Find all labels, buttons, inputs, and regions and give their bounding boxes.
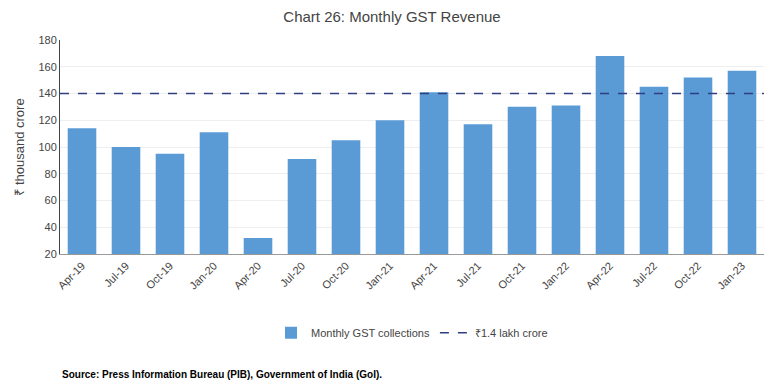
svg-text:Jan-22: Jan-22 — [539, 260, 571, 292]
svg-text:Source: Press Information Bure: Source: Press Information Bureau (PIB), … — [62, 369, 382, 380]
svg-text:Apr-19: Apr-19 — [55, 260, 87, 292]
svg-text:Jul-22: Jul-22 — [630, 260, 660, 290]
svg-text:Apr-20: Apr-20 — [231, 260, 263, 292]
svg-text:80: 80 — [45, 168, 57, 180]
svg-text:₹ thousand crore: ₹ thousand crore — [12, 98, 27, 195]
svg-text:100: 100 — [38, 141, 56, 153]
svg-text:20: 20 — [45, 248, 57, 260]
svg-text:Oct-20: Oct-20 — [319, 260, 351, 292]
svg-text:180: 180 — [38, 34, 56, 46]
svg-text:Jul-19: Jul-19 — [102, 260, 132, 290]
svg-text:Jul-20: Jul-20 — [278, 260, 308, 290]
svg-text:40: 40 — [45, 221, 57, 233]
svg-text:Jul-21: Jul-21 — [454, 260, 484, 290]
svg-text:Jan-20: Jan-20 — [187, 260, 219, 292]
svg-text:120: 120 — [38, 114, 56, 126]
svg-text:Chart 26: Monthly GST Revenue: Chart 26: Monthly GST Revenue — [283, 8, 500, 25]
svg-text:160: 160 — [38, 61, 56, 73]
svg-text:Jan-23: Jan-23 — [715, 260, 747, 292]
svg-text:Apr-22: Apr-22 — [583, 260, 615, 292]
svg-text:Jan-21: Jan-21 — [363, 260, 395, 292]
svg-text:Oct-21: Oct-21 — [495, 260, 527, 292]
svg-text:Monthly GST collections: Monthly GST collections — [311, 327, 430, 339]
svg-text:60: 60 — [45, 194, 57, 206]
svg-text:₹1.4 lakh crore: ₹1.4 lakh crore — [475, 327, 548, 339]
svg-text:140: 140 — [38, 87, 56, 99]
svg-text:Oct-22: Oct-22 — [671, 260, 703, 292]
svg-text:Apr-21: Apr-21 — [407, 260, 439, 292]
svg-text:Oct-19: Oct-19 — [143, 260, 175, 292]
